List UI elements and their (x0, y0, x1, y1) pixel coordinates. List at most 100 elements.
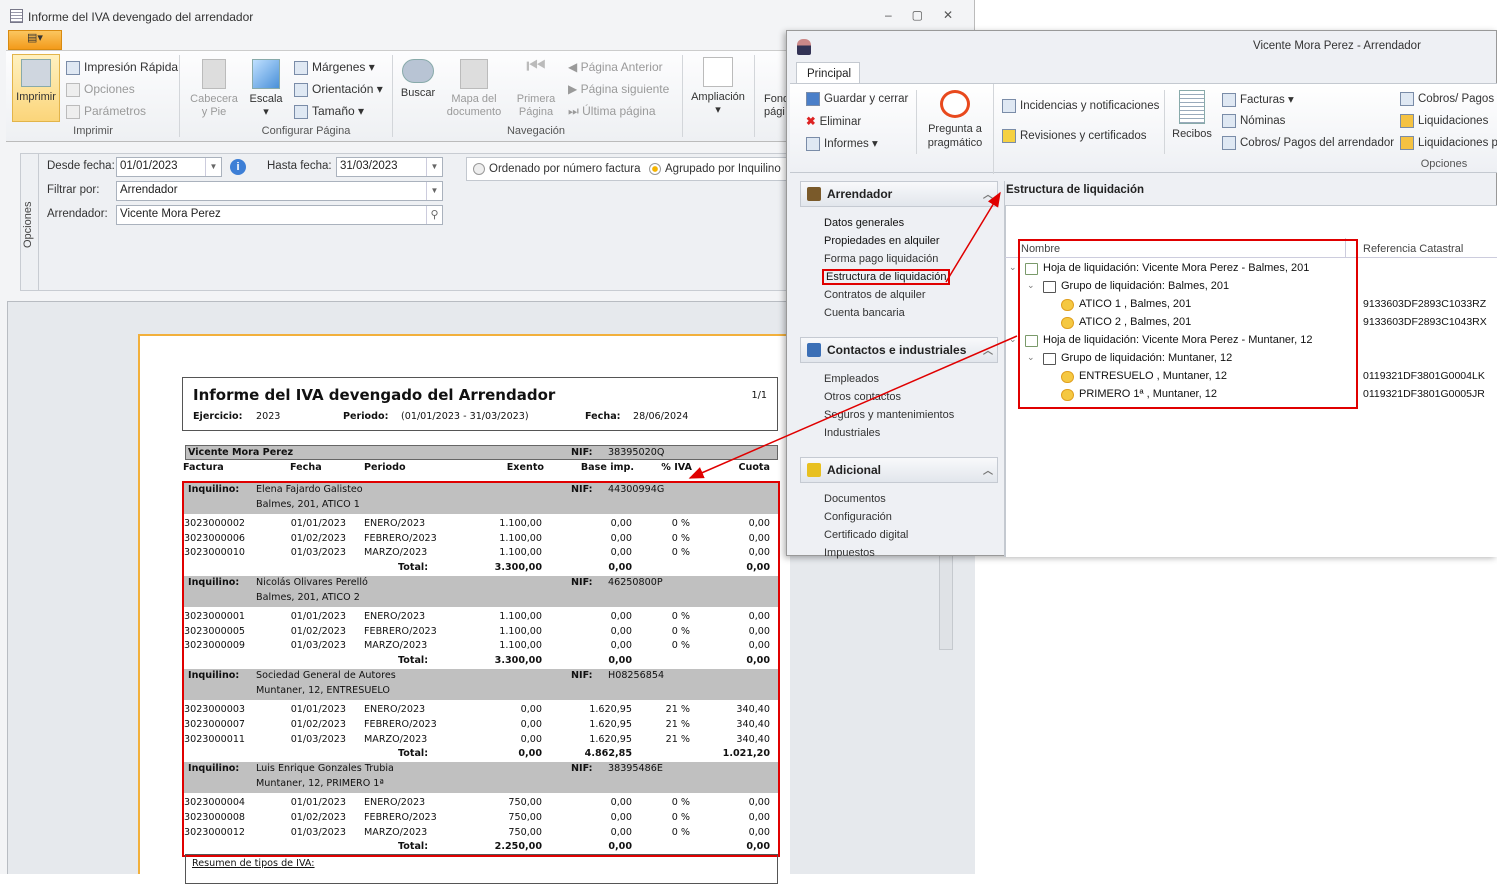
cell: ENERO/2023 (364, 797, 426, 809)
nav-item[interactable]: Forma pago liquidación (824, 253, 939, 265)
expand-chevron-icon[interactable]: ⌄ (1009, 334, 1017, 344)
filter-select[interactable]: Arrendador ▼ (116, 181, 443, 201)
tab-principal[interactable]: Principal (796, 62, 860, 84)
nav-item[interactable]: Contratos de alquiler (824, 289, 926, 301)
tree-node[interactable]: Hoja de liquidación: Vicente Mora Perez … (1043, 334, 1313, 346)
zoom-button[interactable]: Ampliación ▾ (690, 57, 746, 116)
tree-node[interactable]: Grupo de liquidación: Muntaner, 12 (1061, 352, 1233, 364)
tree-node[interactable]: ATICO 2 , Balmes, 201 (1079, 316, 1192, 328)
to-date-field[interactable]: 31/03/2023 ▼ (336, 157, 443, 177)
nav-item[interactable]: Seguros y mantenimientos (824, 409, 955, 421)
window-controls[interactable]: –▢✕ (885, 8, 974, 22)
search-icon[interactable]: ⚲ (426, 206, 442, 224)
incidents-icon (1002, 99, 1016, 113)
tree-header: Nombre Referencia Catastral (1005, 238, 1497, 258)
save-close-label: Guardar y cerrar (824, 93, 909, 106)
nav-item[interactable]: Industriales (824, 427, 881, 439)
settlements-button[interactable]: Liquidaciones (1400, 114, 1488, 128)
radio-order-by-invoice[interactable] (473, 163, 485, 175)
cell: 0,00 (748, 826, 770, 838)
tenant-label: Inquilino: (188, 577, 240, 589)
last-page-button[interactable]: ⏭ Última página (568, 104, 656, 119)
payments-button[interactable]: Cobros/ Pagos d (1400, 92, 1497, 106)
tree-node[interactable]: ATICO 1 , Balmes, 201 (1079, 298, 1192, 310)
first-page-button[interactable]: ⏮ Primera Página (514, 55, 558, 119)
tree-highlight (1018, 239, 1358, 409)
chevron-up-icon[interactable]: ︿ (983, 346, 993, 357)
nav-section-2[interactable]: Adicional ︿ (800, 457, 998, 483)
header-footer-button[interactable]: Cabecera y Pie (188, 59, 240, 119)
page-background-button[interactable]: Fondo pági (764, 93, 792, 118)
expand-chevron-icon[interactable]: ⌄ (1027, 280, 1035, 290)
tree-node[interactable]: PRIMERO 1ª , Muntaner, 12 (1079, 388, 1217, 400)
nav-item[interactable]: Configuración (824, 511, 892, 523)
search-button[interactable]: Buscar (398, 59, 438, 99)
expand-chevron-icon[interactable]: ⌄ (1009, 262, 1017, 272)
quick-print-button[interactable]: Impresión Rápida (66, 60, 178, 75)
tree-node[interactable]: ENTRESUELO , Muntaner, 12 (1079, 370, 1227, 382)
nav-item[interactable]: Cuenta bancaria (824, 307, 905, 319)
incidents-button[interactable]: Incidencias y notificaciones (1002, 99, 1159, 113)
cell: 3023000003 (184, 704, 246, 716)
report-page: Informe del IVA devengado del Arrendador… (138, 334, 790, 884)
payroll-button[interactable]: Nóminas (1222, 114, 1285, 128)
pragmatico-mascot-icon (940, 90, 970, 118)
cell: 0 % (671, 625, 690, 637)
parameters-button[interactable]: Parámetros (66, 104, 146, 119)
delete-button[interactable]: ✖ Eliminar (806, 114, 861, 128)
options-panel: Opciones Desde fecha: 01/01/2023 ▼ i Hast… (20, 153, 791, 291)
nav-item[interactable]: Certificado digital (824, 529, 909, 541)
tenant-nif-label: NIF: (571, 484, 593, 495)
tree-node[interactable]: Hoja de liquidación: Vicente Mora Perez … (1043, 262, 1310, 274)
chevron-down-icon[interactable]: ▼ (426, 182, 442, 200)
from-date-field[interactable]: 01/01/2023 ▼ (116, 157, 222, 177)
col-nombre[interactable]: Nombre (1021, 243, 1061, 255)
chevron-down-icon[interactable]: ▼ (426, 158, 442, 176)
nav-item[interactable]: Propiedades en alquiler (824, 235, 940, 247)
print-button[interactable]: Imprimir (12, 54, 60, 122)
nav-section-0[interactable]: Arrendador ︿ (800, 181, 998, 207)
cell: 1.100,00 (499, 547, 542, 559)
nav-section-1[interactable]: Contactos e industriales ︿ (800, 337, 998, 363)
ask-pragmatico-button[interactable]: Pregunta a pragmático (922, 90, 988, 150)
margins-button[interactable]: Márgenes ▾ (294, 60, 375, 75)
document-map-button[interactable]: Mapa del documento (446, 59, 502, 119)
options-button[interactable]: Opciones (66, 82, 135, 97)
col-referencia[interactable]: Referencia Catastral (1363, 243, 1464, 255)
bell-icon (1002, 129, 1016, 143)
nav-item[interactable]: Impuestos (824, 547, 875, 559)
revisions-button[interactable]: Revisiones y certificados (1002, 129, 1147, 143)
landlord-payments-button[interactable]: Cobros/ Pagos del arrendador (1222, 136, 1394, 150)
nav-item[interactable]: Empleados (824, 373, 880, 385)
expand-chevron-icon[interactable]: ⌄ (1027, 352, 1035, 362)
invoices-button[interactable]: Facturas ▾ (1222, 92, 1294, 107)
nav-item[interactable]: Datos generales (824, 217, 905, 229)
settlements-pa-button[interactable]: Liquidaciones pa (1400, 136, 1497, 150)
total-base: 0,00 (608, 841, 632, 853)
reports-button[interactable]: Informes ▾ (806, 136, 878, 151)
invoice-row: 3023000009 01/03/2023 MARZO/2023 1.100,00 0,… (184, 639, 778, 654)
period-label: Periodo: (343, 411, 389, 422)
size-button[interactable]: Tamaño ▾ (294, 104, 364, 119)
info-icon[interactable]: i (230, 159, 246, 175)
key-icon (1061, 299, 1074, 311)
cell: 21 % (665, 718, 690, 730)
cell: FEBRERO/2023 (364, 718, 437, 730)
orientation-button[interactable]: Orientación ▾ (294, 82, 383, 97)
landlord-field[interactable]: Vicente Mora Perez ⚲ (116, 205, 443, 225)
save-close-button[interactable]: Guardar y cerrar (806, 92, 908, 106)
app-menu-button[interactable]: ▤▾ (8, 30, 62, 50)
cell: 340,40 (736, 704, 770, 716)
tree-node[interactable]: Grupo de liquidación: Balmes, 201 (1061, 280, 1230, 292)
previous-page-button[interactable]: ◀ Página Anterior (568, 60, 663, 74)
radio-group-by-tenant[interactable] (649, 163, 661, 175)
chevron-down-icon[interactable]: ▼ (205, 158, 221, 176)
nav-item[interactable]: Documentos (824, 493, 886, 505)
chevron-up-icon[interactable]: ︿ (983, 466, 993, 477)
scale-button[interactable]: Escala ▾ (246, 59, 286, 118)
total-cuota: 0,00 (746, 841, 770, 853)
next-page-button[interactable]: ▶ Página siguiente (568, 82, 669, 96)
receipts-button[interactable]: Recibos (1170, 90, 1214, 140)
parameters-label: Parámetros (84, 104, 147, 118)
